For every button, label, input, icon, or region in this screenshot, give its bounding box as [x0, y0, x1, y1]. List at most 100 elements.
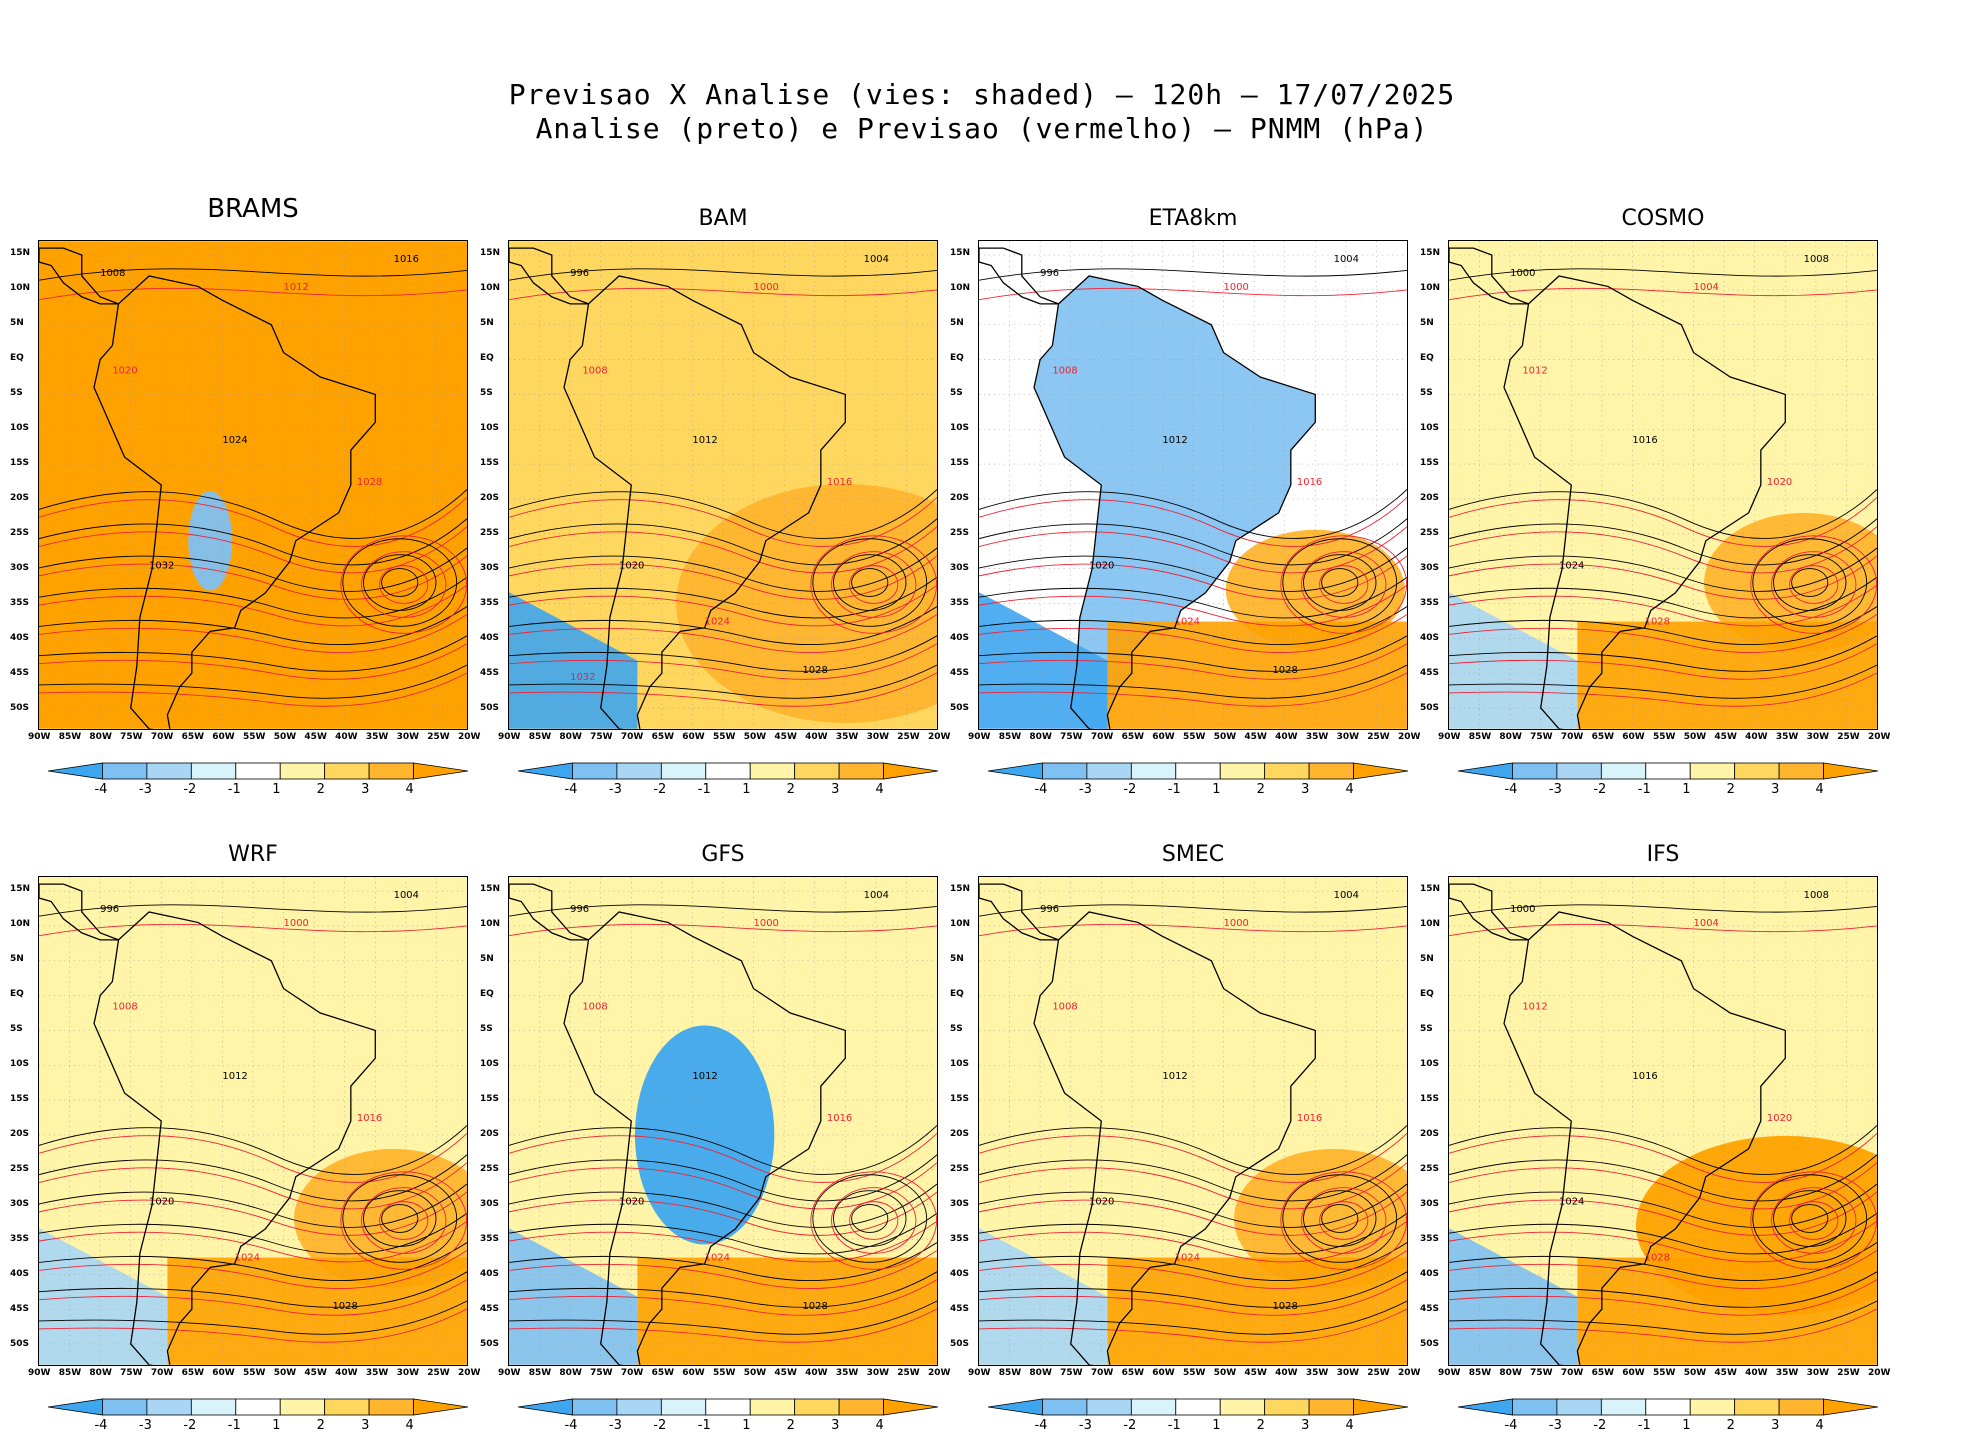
lon-tick-label: 20W [458, 1368, 481, 1378]
lat-tick-label: 10S [480, 423, 500, 433]
lon-tick-label: 50W [1683, 1368, 1707, 1378]
lat-tick-label: 15S [480, 1094, 500, 1104]
lat-tick-label: 50S [10, 703, 30, 713]
lat-tick-label: 50S [480, 703, 500, 713]
contour-label: 1016 [1632, 435, 1657, 446]
lon-tick-label: 75W [1060, 732, 1083, 742]
colorbar-tick-label: -2 [183, 1418, 197, 1433]
contour-label: 1024 [705, 1252, 730, 1263]
lon-tick-label: 55W [1183, 1368, 1206, 1378]
lat-tick-label: 40S [480, 1269, 500, 1279]
lat-tick-label: 50S [480, 1339, 500, 1349]
lat-tick-label: 10N [950, 919, 971, 929]
lon-tick-label: 45W [1714, 1368, 1737, 1378]
lat-tick-label: 45S [10, 668, 30, 678]
lon-tick-label: 40W [1745, 1368, 1768, 1378]
contour-label: 1008 [582, 1002, 607, 1013]
colorbar-tick-label: 1 [1212, 1418, 1221, 1433]
contour-label: 996 [570, 268, 589, 279]
lon-tick-label: 45W [1714, 732, 1737, 742]
contour-label: 1000 [1224, 282, 1249, 293]
lon-tick-label: 80W [89, 732, 112, 742]
contour-label: 1020 [1767, 1113, 1792, 1124]
lat-tick-label: 40S [480, 633, 500, 643]
lat-tick-label: 10S [1420, 1059, 1440, 1069]
lon-tick-label: 75W [120, 732, 143, 742]
colorbar-tick-label: 1 [1212, 782, 1221, 797]
lon-tick-label: 45W [304, 1368, 327, 1378]
lat-tick-label: 50S [1420, 703, 1440, 713]
colorbar-tick-label: 3 [1301, 782, 1310, 797]
contour-label: 1028 [1272, 1301, 1297, 1312]
contour-label: 1008 [1052, 1002, 1077, 1013]
colorbar-tick-label: 3 [1771, 782, 1780, 797]
lon-tick-label: 80W [1499, 732, 1522, 742]
colorbar-tick-label: -3 [1548, 782, 1562, 797]
contour-label: 1008 [112, 1002, 137, 1013]
contour-label: 1004 [1694, 282, 1719, 293]
colorbar-tick-label: 3 [1771, 1418, 1780, 1433]
lon-tick-label: 30W [1806, 732, 1830, 742]
lat-tick-label: 5N [10, 954, 24, 964]
lat-tick-label: 5N [950, 318, 964, 328]
contour-label: 1028 [332, 1301, 357, 1312]
colorbar-tick-label: 2 [1726, 1418, 1735, 1433]
lon-tick-label: 45W [774, 1368, 797, 1378]
lon-tick-label: 85W [58, 732, 82, 742]
lon-tick-label: 75W [1530, 732, 1553, 742]
lat-tick-label: 5S [480, 388, 493, 398]
lat-tick-label: 5S [1420, 388, 1433, 398]
colorbar-tick-label: -2 [1123, 1418, 1137, 1433]
lon-tick-label: 60W [1622, 1368, 1645, 1378]
colorbar [48, 1398, 468, 1416]
lon-tick-label: 45W [304, 732, 327, 742]
lat-tick-label: 10N [10, 283, 31, 293]
lat-tick-label: 15N [10, 884, 31, 894]
colorbar-tick-label: 4 [1345, 782, 1354, 797]
lon-tick-label: 90W [498, 1368, 521, 1378]
colorbar [48, 762, 468, 780]
lat-tick-label: 20S [10, 493, 30, 503]
lon-tick-label: 35W [835, 1368, 859, 1378]
colorbar-tick-label: 1 [742, 782, 751, 797]
colorbar-tick-label: 4 [1815, 1418, 1824, 1433]
contour-label: 996 [1040, 268, 1059, 279]
lon-tick-label: 25W [1367, 1368, 1390, 1378]
lon-tick-label: 40W [1275, 732, 1298, 742]
lat-tick-label: 35S [1420, 1234, 1440, 1244]
lat-tick-label: 35S [950, 1234, 970, 1244]
lat-tick-label: 45S [480, 1304, 500, 1314]
lat-tick-label: 20S [1420, 1129, 1440, 1139]
panel-title: COSMO [1621, 206, 1705, 231]
lon-tick-label: 60W [682, 732, 705, 742]
contour-label: 996 [100, 904, 119, 915]
south-america-coastline [1033, 911, 1316, 1365]
lon-tick-label: 60W [1152, 1368, 1175, 1378]
contour-label: 1012 [222, 1071, 247, 1082]
lon-tick-label: 25W [897, 732, 920, 742]
lat-tick-label: 25S [10, 528, 30, 538]
lon-tick-label: 70W [1090, 732, 1114, 742]
lon-tick-label: 65W [181, 1368, 205, 1378]
lon-tick-label: 55W [713, 732, 736, 742]
colorbar-tick-label: 2 [1256, 782, 1265, 797]
lon-tick-label: 90W [498, 732, 521, 742]
contour-label: 1000 [754, 282, 779, 293]
bias-map: 996 1000 1004 1008 1012 1016 1020 1024 1028 [508, 876, 938, 1366]
lon-tick-label: 65W [1121, 732, 1145, 742]
lat-tick-label: 30S [10, 563, 30, 573]
lat-tick-label: 20S [10, 1129, 30, 1139]
lat-tick-label: 15S [1420, 1094, 1440, 1104]
south-america-coastline [1033, 275, 1316, 729]
lat-tick-label: 15N [10, 248, 31, 258]
panel-title: SMEC [1161, 842, 1225, 867]
contour-label: 1004 [1334, 254, 1359, 265]
lat-tick-label: 5N [480, 318, 494, 328]
lat-tick-label: 5N [950, 954, 964, 964]
lon-tick-label: 55W [1653, 1368, 1676, 1378]
lat-tick-label: 30S [480, 563, 500, 573]
contour-label: 1008 [1804, 890, 1829, 901]
lon-tick-label: 45W [1244, 732, 1267, 742]
contour-label: 1016 [357, 1113, 382, 1124]
contour-label: 1004 [1334, 890, 1359, 901]
